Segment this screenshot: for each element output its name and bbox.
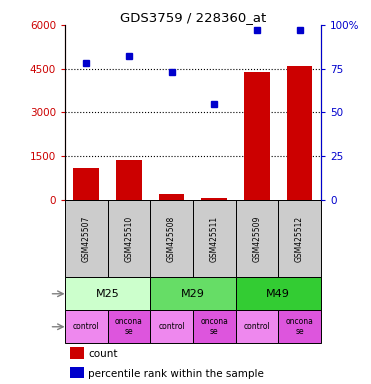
Text: control: control	[73, 322, 100, 331]
Bar	[236, 200, 278, 277]
Text: control: control	[158, 322, 185, 331]
Bar	[193, 200, 236, 277]
Text: percentile rank within the sample: percentile rank within the sample	[88, 369, 264, 379]
Text: GSM425508: GSM425508	[167, 215, 176, 262]
Bar	[65, 310, 108, 343]
Bar	[159, 194, 184, 200]
Bar	[150, 310, 193, 343]
Bar	[70, 347, 84, 359]
Text: GSM425509: GSM425509	[252, 215, 262, 262]
Bar	[278, 200, 321, 277]
Text: oncona
se: oncona se	[115, 317, 143, 336]
Bar	[108, 310, 150, 343]
Bar	[244, 71, 270, 200]
Bar	[201, 198, 227, 200]
Bar	[193, 310, 236, 343]
Text: count: count	[88, 349, 118, 359]
Bar	[65, 277, 150, 310]
Text: M29: M29	[181, 289, 205, 299]
Text: control: control	[243, 322, 270, 331]
Bar	[116, 161, 142, 200]
Text: oncona
se: oncona se	[286, 317, 313, 336]
Text: GSM425510: GSM425510	[124, 215, 134, 262]
Bar	[278, 310, 321, 343]
Bar	[108, 200, 150, 277]
Bar	[73, 167, 99, 200]
Bar	[287, 66, 312, 200]
Text: GSM425507: GSM425507	[82, 215, 91, 262]
Bar	[70, 367, 84, 378]
Text: GSM425512: GSM425512	[295, 215, 304, 262]
Bar	[65, 200, 108, 277]
Bar	[150, 200, 193, 277]
Bar	[150, 277, 236, 310]
Bar	[236, 310, 278, 343]
Text: oncona
se: oncona se	[200, 317, 228, 336]
Text: M25: M25	[96, 289, 119, 299]
Title: GDS3759 / 228360_at: GDS3759 / 228360_at	[120, 11, 266, 24]
Text: GSM425511: GSM425511	[210, 215, 219, 262]
Bar	[236, 277, 321, 310]
Text: M49: M49	[266, 289, 290, 299]
